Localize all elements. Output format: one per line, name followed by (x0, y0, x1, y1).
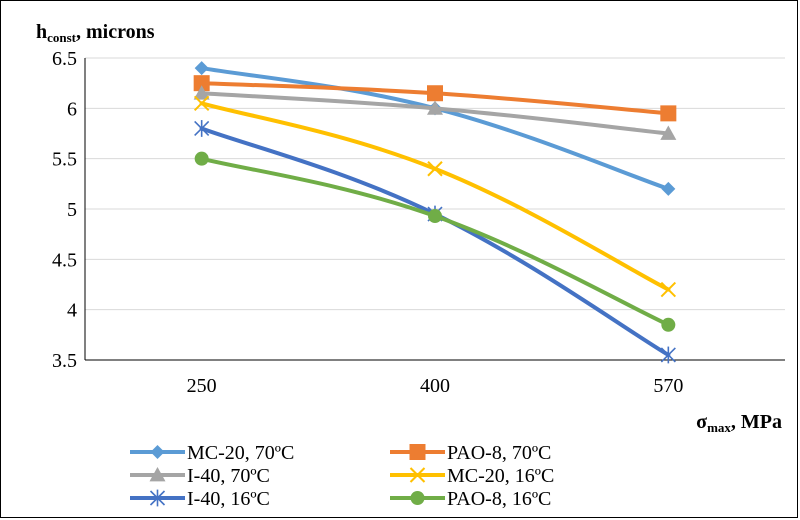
data-point-marker (194, 61, 209, 76)
data-point-marker (194, 120, 210, 137)
legend-label: I-40, 70ºC (187, 465, 270, 487)
legend-item: I-40, 16ºC (130, 488, 270, 510)
data-point-marker (660, 125, 677, 140)
y-tick-label: 4 (67, 300, 77, 322)
x-axis: 250 400 570 (187, 375, 684, 397)
data-point-marker (660, 281, 677, 298)
y-tick-label: 5.5 (52, 149, 77, 171)
x-tick-label: 400 (420, 375, 450, 397)
series-5 (194, 151, 676, 332)
y-axis: 3.5 4 4.5 5 5.5 6 6.5 (52, 48, 86, 372)
data-point-marker (410, 491, 425, 505)
data-point-marker (661, 317, 676, 332)
legend-item: PAO-8, 70ºC (390, 442, 551, 464)
y-tick-label: 4.5 (52, 249, 77, 271)
data-point-marker (427, 161, 443, 177)
x-tick-label: 570 (653, 375, 683, 397)
legend: MC-20, 70ºC PAO-8, 70ºC I-40, 70ºC MC-20, 1… (130, 442, 554, 510)
legend-label: PAO-8, 70ºC (447, 442, 551, 464)
y-tick-label: 3.5 (52, 350, 77, 372)
legend-item: I-40, 70ºC (130, 465, 270, 487)
data-point-marker (193, 75, 210, 92)
series-2 (193, 85, 677, 140)
legend-label: PAO-8, 16ºC (447, 488, 551, 510)
y-tick-label: 6 (67, 98, 77, 120)
x-tick-label: 250 (187, 375, 217, 397)
legend-label: MC-20, 70ºC (187, 442, 294, 464)
series-group (193, 61, 677, 364)
data-point-marker (660, 346, 676, 364)
data-point-marker (428, 209, 442, 224)
data-point-marker (193, 85, 210, 100)
series-line (199, 156, 671, 327)
x-axis-title: σmax, MPa (696, 411, 782, 435)
data-point-marker (409, 444, 426, 460)
data-point-marker (427, 85, 443, 102)
data-point-marker (193, 95, 210, 112)
y-axis-title-text: hconst, microns (36, 21, 155, 45)
data-point-marker (660, 105, 677, 122)
legend-item: PAO-8, 16ºC (390, 488, 551, 510)
legend-label: I-40, 16ºC (187, 488, 270, 510)
series-3 (193, 95, 677, 298)
data-point-marker (194, 151, 209, 166)
legend-item: MC-20, 16ºC (390, 465, 554, 487)
y-axis-title: hconst, microns (36, 21, 155, 45)
y-tick-label: 5 (67, 199, 77, 221)
x-axis-title-text: σmax, MPa (696, 411, 782, 435)
series-4 (194, 120, 676, 364)
data-point-marker (427, 100, 443, 115)
data-point-marker (409, 467, 426, 483)
data-point-marker (661, 181, 676, 196)
data-point-marker (150, 445, 165, 459)
data-point-marker (149, 467, 166, 482)
series-line (199, 101, 671, 292)
series-1 (193, 75, 677, 122)
y-tick-label: 6.5 (52, 48, 77, 70)
legend-item: MC-20, 70ºC (130, 442, 294, 464)
legend-label: MC-20, 16ºC (447, 465, 554, 487)
series-0 (194, 61, 676, 196)
data-point-marker (149, 489, 166, 507)
